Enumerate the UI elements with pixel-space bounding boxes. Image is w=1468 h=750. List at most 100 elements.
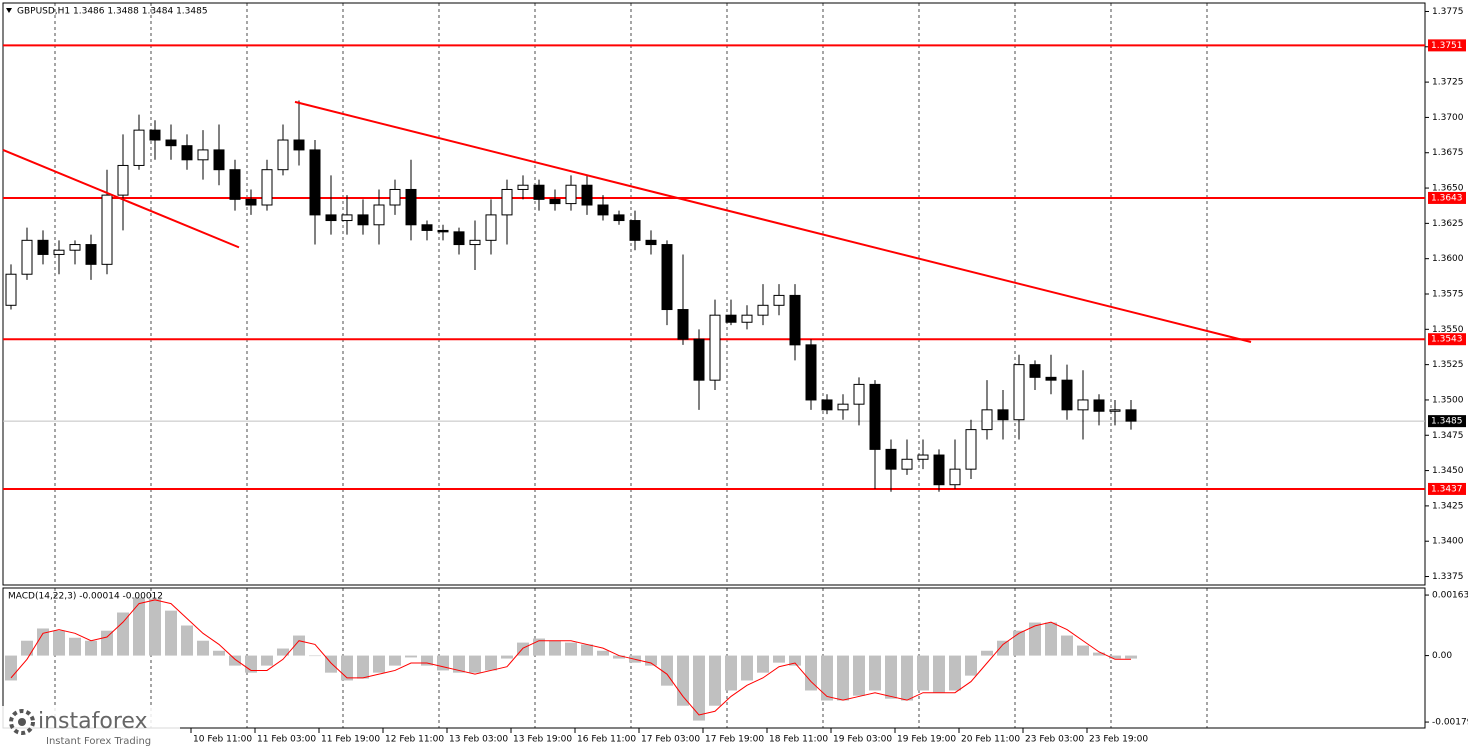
level-label: 1.3437 — [1431, 484, 1463, 494]
y-tick-label: 1.3725 — [1432, 78, 1464, 88]
signal-line — [10, 599, 1131, 716]
macd-bar — [1045, 622, 1057, 656]
x-tick-label: 19 Feb 19:00 — [897, 735, 956, 745]
candle-body — [997, 409, 1009, 421]
candle-body — [37, 239, 49, 255]
x-tick-label: 12 Feb 11:00 — [385, 735, 444, 745]
y-tick-label: 1.3400 — [1432, 537, 1464, 547]
macd-bar — [357, 655, 369, 679]
x-tick-label: 23 Feb 19:00 — [1089, 735, 1148, 745]
x-tick-label: 17 Feb 19:00 — [705, 735, 764, 745]
candle-body — [565, 184, 577, 205]
candle-body — [981, 409, 993, 431]
macd-bar — [37, 628, 49, 656]
logo: instaforex Instant Forex Trading — [0, 706, 180, 750]
macd-bar — [165, 610, 177, 656]
macd-bar — [21, 640, 33, 656]
y-tick-label: 1.3550 — [1432, 325, 1464, 335]
macd-bar — [597, 650, 609, 656]
y-tick-label: 1.3625 — [1432, 219, 1464, 229]
macd-bar — [389, 655, 401, 666]
candle-body — [901, 458, 913, 470]
candle-body — [805, 344, 817, 401]
candle-body — [277, 139, 289, 171]
macd-bar — [645, 655, 657, 666]
y-tick-label: 1.3700 — [1432, 113, 1464, 123]
macd-bar — [1125, 655, 1137, 659]
candle-body — [917, 454, 929, 460]
macd-bar — [837, 655, 849, 701]
candle-body — [53, 249, 65, 255]
candle-body — [485, 214, 497, 241]
y-tick-label: 1.3525 — [1432, 360, 1464, 370]
candle-body — [341, 214, 353, 222]
current-price-tag — [1428, 415, 1466, 428]
candle-body — [117, 164, 129, 196]
macd-bar — [949, 655, 961, 691]
candle-body — [389, 188, 401, 206]
candle-body — [197, 149, 209, 161]
y-tick-label: 1.3600 — [1432, 254, 1464, 264]
macd-bar — [293, 635, 305, 656]
macd-bar — [229, 655, 241, 666]
candle-body — [949, 468, 961, 486]
macd-bar — [85, 640, 97, 656]
candle-body — [421, 224, 433, 231]
candle-body — [245, 198, 257, 206]
macd-bar — [693, 655, 705, 721]
candle-body — [517, 184, 529, 190]
logo-name: instaforex — [38, 709, 148, 734]
y-tick-label: 1.3775 — [1432, 7, 1464, 17]
macd-bar — [1029, 622, 1041, 656]
candle-body — [549, 198, 561, 205]
macd-bar — [741, 655, 753, 681]
candle-body — [693, 338, 705, 381]
macd-bar — [725, 655, 737, 691]
y-tick-label: 1.3500 — [1432, 395, 1464, 405]
y-tick-label: 1.3425 — [1432, 501, 1464, 511]
macd-bar — [277, 648, 289, 656]
logo-tagline: Instant Forex Trading — [46, 736, 151, 747]
candle-body — [357, 214, 369, 226]
candle-body — [533, 184, 545, 200]
macd-bar — [965, 655, 977, 676]
y-tick-label: 1.3450 — [1432, 466, 1464, 476]
macd-bar — [709, 655, 721, 706]
candle-body — [309, 149, 321, 216]
macd-bar — [885, 655, 897, 699]
macd-bar — [773, 655, 785, 663]
x-tick-label: 11 Feb 19:00 — [321, 735, 380, 745]
candle-body — [933, 454, 945, 486]
candle-body — [149, 129, 161, 141]
level-tag — [1428, 191, 1466, 204]
x-tick-label: 19 Feb 03:00 — [833, 735, 892, 745]
level-label: 1.3643 — [1431, 193, 1463, 203]
candle-body — [165, 139, 177, 147]
macd-bar — [805, 655, 817, 691]
candle-body — [821, 399, 833, 411]
macd-bar — [5, 655, 17, 681]
y-tick-label: 1.3375 — [1432, 572, 1464, 582]
macd-bar — [757, 655, 769, 673]
macd-bar — [1093, 652, 1105, 656]
macd-bar — [453, 655, 465, 673]
x-tick-label: 17 Feb 03:00 — [641, 735, 700, 745]
macd-bar — [821, 655, 833, 701]
candle-body — [405, 188, 417, 226]
macd-title: MACD(14,22,3) -0.00014 -0.00012 — [8, 592, 163, 602]
candle-body — [1045, 376, 1057, 381]
candle-body — [101, 194, 113, 265]
logo-gear — [9, 709, 35, 735]
macd-bar — [69, 637, 81, 656]
y-tick-label: -0.00179 — [1432, 718, 1468, 728]
macd-bar — [309, 655, 321, 657]
macd-bar — [565, 642, 577, 656]
x-tick-label: 10 Feb 11:00 — [193, 735, 252, 745]
candle-body — [181, 145, 193, 161]
x-tick-label: 13 Feb 03:00 — [449, 735, 508, 745]
macd-bar — [613, 655, 625, 659]
candle-body — [757, 304, 769, 316]
candle-body — [613, 214, 625, 222]
x-tick-label: 23 Feb 03:00 — [1025, 735, 1084, 745]
